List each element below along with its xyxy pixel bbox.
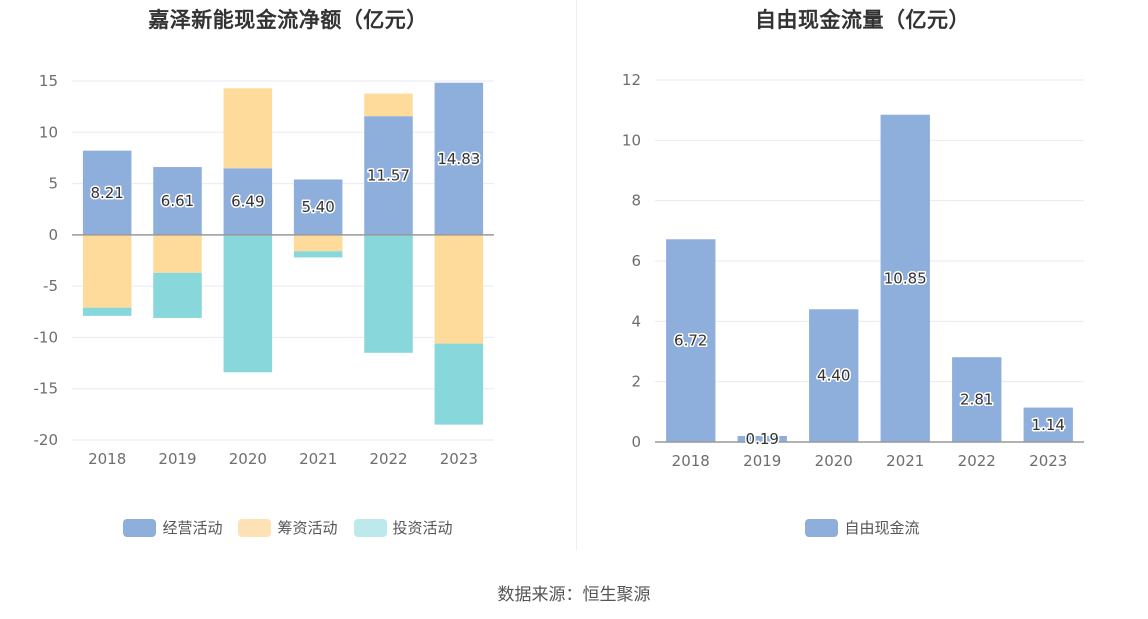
x-tick-label: 2021 [299,450,337,468]
bar-经营活动 [364,116,413,235]
bar-自由现金流 [737,436,787,442]
legend: 经营活动 筹资活动 投资活动 [0,517,576,538]
y-tick-label: -15 [34,380,59,398]
bar-投资活动 [153,272,202,318]
bar-自由现金流 [809,309,859,442]
bar-经营活动 [293,179,343,235]
x-tick-label: 2018 [672,452,710,470]
cash-flow-net-chart: 15 10 5 0 -5 -10 -15 -20 2018 2019 2020 2021 2022 202… [34,72,494,468]
cash-flow-net-panel: 嘉泽新能现金流净额（亿元） 15 10 5 0 -5 -10 -15 -20 2018 2019 2… [0,0,576,560]
data-label: 1.14 [1032,416,1065,434]
x-tick-label: 2019 [743,452,781,470]
bar-筹资活动 [364,93,413,117]
legend-label: 投资活动 [392,519,453,537]
legend-swatch-financing [238,518,272,537]
bar-投资活动 [293,251,343,258]
data-label: 8.21 [90,184,123,202]
data-label: 2.81 [960,391,993,409]
legend: 自由现金流 [577,517,1148,538]
legend-swatch-fcf [805,518,839,537]
legend-label: 自由现金流 [844,519,920,537]
y-tick-label: 6 [631,252,641,270]
legend-item-fcf[interactable]: 自由现金流 [805,517,920,538]
data-label: 6.49 [231,193,264,211]
bar-经营活动 [82,150,132,235]
y-tick-label: 0 [631,433,641,451]
legend-label: 经营活动 [162,519,223,537]
bar-经营活动 [223,168,273,235]
data-label: 14.83 [437,150,480,168]
y-tick-label: 5 [48,175,58,193]
legend-swatch-operating [123,518,157,537]
data-label: 6.61 [161,192,194,210]
free-cash-flow-chart: 12 10 8 6 4 2 0 2018 2019 2020 2021 2022 2023 6.72 0.1… [622,71,1084,470]
bar-筹资活动 [153,234,202,273]
panel-divider [576,0,577,550]
bar-投资活动 [364,234,413,353]
bar-筹资活动 [293,234,343,252]
chart-title: 嘉泽新能现金流净额（亿元） [148,8,428,32]
y-tick-label: 15 [39,72,58,90]
data-label: 10.85 [884,269,927,287]
bar-投资活动 [82,307,132,316]
y-tick-label: 0 [48,226,58,244]
bar-自由现金流 [880,114,930,443]
legend-item-financing[interactable]: 筹资活动 [238,517,338,538]
x-tick-label: 2022 [958,452,996,470]
y-tick-label: 10 [39,123,58,141]
data-label: 6.72 [674,332,707,350]
y-tick-label: -10 [34,328,59,346]
bar-经营活动 [434,82,484,235]
x-tick-label: 2023 [1029,452,1067,470]
data-label: 5.40 [301,198,334,216]
x-tick-label: 2021 [886,452,924,470]
data-label: 4.40 [817,367,850,385]
bar-筹资活动 [82,234,132,308]
y-tick-label: 2 [631,373,641,391]
x-tick-label: 2019 [158,450,196,468]
bar-自由现金流 [1023,407,1073,442]
y-tick-label: -5 [43,277,58,295]
legend-item-operating[interactable]: 经营活动 [123,517,222,538]
bar-投资活动 [223,234,273,373]
data-label: 11.57 [367,167,410,185]
data-label: 0.19 [746,430,779,448]
y-tick-label: 12 [622,71,641,89]
y-tick-label: 10 [622,131,641,149]
legend-swatch-investing [353,518,387,537]
legend-label: 筹资活动 [277,519,338,537]
data-source: 数据来源：恒生聚源 [497,585,651,605]
bar-自由现金流 [952,357,1002,442]
y-tick-label: 4 [631,312,641,330]
y-tick-label: -20 [34,431,59,449]
x-tick-label: 2022 [369,450,407,468]
chart-title: 自由现金流量（亿元） [755,8,970,32]
x-tick-label: 2020 [815,452,853,470]
legend-item-investing[interactable]: 投资活动 [353,517,453,538]
x-tick-label: 2020 [229,450,267,468]
y-tick-label: 8 [631,192,641,210]
bar-自由现金流 [666,239,716,442]
free-cash-flow-panel: 自由现金流量（亿元） 12 10 8 6 4 2 0 2018 2019 2020 2021 2022… [577,0,1148,560]
bar-筹资活动 [434,234,484,344]
bar-投资活动 [434,343,484,425]
x-tick-label: 2023 [440,450,478,468]
bar-筹资活动 [223,88,273,169]
bar-经营活动 [153,167,202,235]
x-tick-label: 2018 [88,450,126,468]
